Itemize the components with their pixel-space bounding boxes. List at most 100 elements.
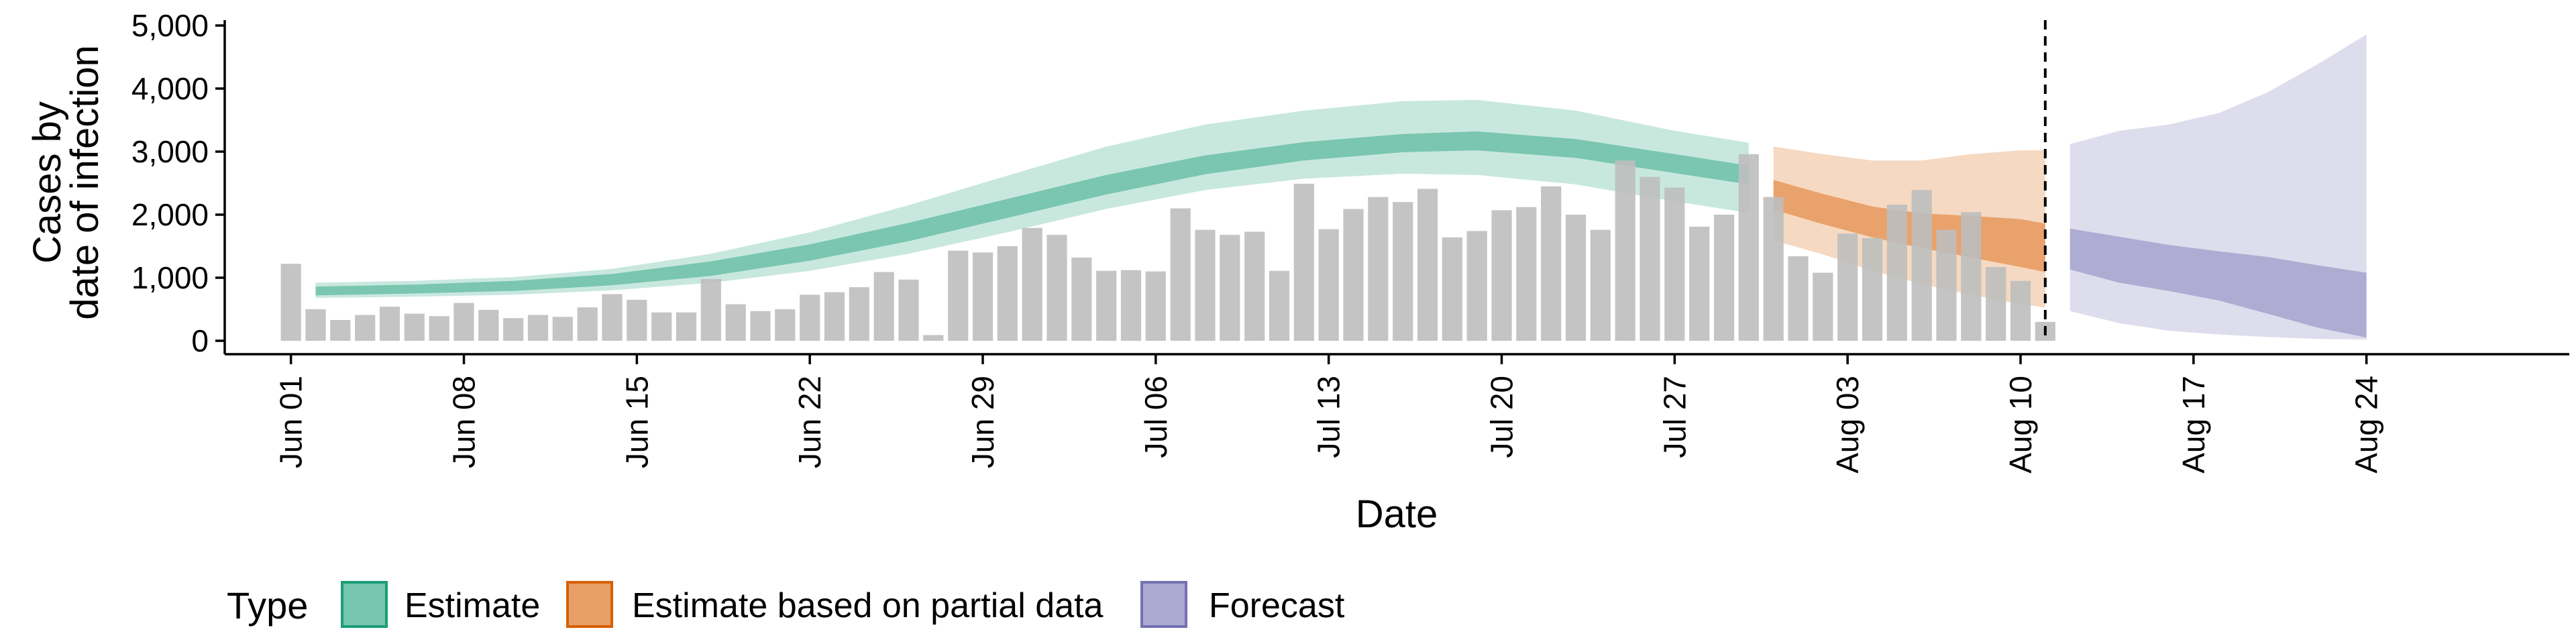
estimate-bands-layer (315, 34, 2367, 340)
x-axis-title: Date (1356, 492, 1438, 536)
bar-2020-06-06 (404, 313, 425, 341)
bar-2020-06-13 (577, 307, 598, 341)
x-tick-label: Jun 01 (274, 376, 309, 468)
legend-key-estimate-based-on-partial-data (566, 581, 613, 628)
x-tick-label: Jun 22 (792, 376, 827, 468)
bar-2020-07-10 (1244, 231, 1265, 341)
estimate-outer-band (315, 99, 1749, 299)
legend-key-forecast (1140, 581, 1187, 628)
bar-2020-07-26 (1640, 176, 1660, 341)
bar-2020-07-30 (1738, 154, 1759, 341)
forecast-outer-band (2070, 34, 2367, 340)
legend: Type Estimate Estimate based on partial da… (227, 581, 1345, 628)
bar-2020-07-25 (1615, 160, 1635, 341)
x-tick-label: Aug 24 (2349, 376, 2384, 474)
y-tick-label: 1,000 (131, 260, 209, 295)
bar-2020-07-27 (1664, 187, 1685, 341)
bar-2020-06-02 (305, 309, 326, 341)
bar-2020-06-25 (873, 272, 894, 341)
legend-label-estimate: Estimate (405, 586, 540, 625)
bar-2020-06-03 (330, 320, 351, 341)
bar-2020-06-08 (453, 303, 474, 341)
bar-2020-07-16 (1393, 202, 1413, 341)
bar-2020-06-15 (627, 299, 647, 341)
bar-2020-07-04 (1096, 270, 1117, 341)
bar-2020-06-12 (552, 317, 573, 341)
bar-2020-08-10 (2010, 280, 2031, 341)
x-tick-label: Aug 10 (2003, 376, 2038, 474)
x-tick-label: Jun 08 (447, 376, 482, 468)
reported-cases-bars-layer (280, 154, 2055, 341)
bar-2020-07-03 (1071, 257, 1092, 341)
x-tick-label: Aug 03 (1830, 376, 1865, 474)
bar-2020-07-06 (1145, 271, 1166, 341)
bar-2020-06-16 (651, 312, 672, 341)
estimate-inner-band (315, 131, 1749, 296)
x-tick-label: Jul 20 (1485, 376, 1519, 458)
y-tick-label: 3,000 (131, 134, 209, 169)
bar-2020-07-09 (1220, 235, 1240, 341)
bar-2020-07-12 (1293, 183, 1314, 341)
bar-2020-07-28 (1689, 226, 1710, 341)
axes-layer: 0 1,000 2,000 3,000 4,000 5,000 Jun 01 Jun 08 Ju… (131, 8, 2569, 474)
y-tick-label: 2,000 (131, 197, 209, 232)
bar-2020-06-23 (824, 292, 845, 341)
bar-2020-06-17 (676, 312, 697, 341)
bar-2020-07-18 (1442, 237, 1462, 341)
bar-2020-06-26 (898, 279, 919, 341)
bar-2020-06-29 (972, 252, 994, 341)
bar-2020-06-04 (355, 315, 376, 341)
bar-2020-06-09 (478, 309, 499, 341)
legend-label-estimate-based-on-partial-data: Estimate based on partial data (632, 586, 1104, 625)
bar-2020-06-19 (725, 304, 746, 341)
x-tick-label: Jul 06 (1138, 376, 1173, 458)
bar-2020-07-24 (1590, 229, 1611, 341)
y-tick-label: 5,000 (131, 8, 209, 43)
bar-2020-08-03 (1837, 233, 1858, 341)
bar-2020-07-15 (1368, 197, 1389, 341)
bar-2020-07-14 (1343, 209, 1364, 341)
bar-2020-07-02 (1046, 235, 1067, 341)
x-tick-label: Jun 29 (965, 376, 1000, 468)
bar-2020-07-05 (1120, 270, 1142, 341)
bar-2020-07-01 (1022, 227, 1042, 341)
bar-2020-07-21 (1516, 207, 1537, 341)
x-tick-label: Jul 13 (1311, 376, 1346, 458)
bar-2020-06-07 (429, 316, 449, 341)
bar-2020-06-20 (750, 311, 771, 341)
legend-key-estimate (341, 581, 388, 628)
bar-2020-07-07 (1170, 208, 1191, 341)
y-axis-title: Cases by date of infection (25, 45, 107, 320)
bar-2020-08-08 (1961, 212, 1982, 341)
bar-2020-08-01 (1788, 256, 1809, 341)
bar-2020-07-23 (1565, 215, 1587, 341)
bar-2020-06-18 (700, 278, 721, 341)
bar-2020-07-29 (1713, 215, 1735, 341)
bar-2020-07-11 (1269, 270, 1290, 341)
bar-2020-07-31 (1763, 197, 1784, 341)
bar-2020-06-24 (849, 287, 869, 341)
bar-2020-06-22 (800, 294, 820, 341)
bar-2020-08-04 (1862, 237, 1883, 341)
forecast-inner-band (2070, 228, 2367, 338)
bar-2020-07-08 (1195, 229, 1216, 341)
bar-2020-06-01 (280, 264, 301, 341)
bar-2020-07-22 (1541, 186, 1562, 341)
x-tick-label: Jun 15 (619, 376, 654, 468)
bar-2020-06-11 (527, 315, 549, 341)
legend-title: Type (227, 584, 308, 627)
bar-2020-07-20 (1491, 210, 1512, 341)
bar-2020-07-19 (1466, 231, 1487, 341)
bar-2020-08-06 (1911, 190, 1932, 341)
bar-2020-06-30 (997, 246, 1018, 341)
bar-2020-06-27 (923, 335, 944, 341)
bar-2020-08-07 (1936, 229, 1957, 341)
bar-2020-06-10 (503, 318, 524, 341)
y-axis-title-line-2: date of infection (63, 45, 107, 320)
bar-2020-08-09 (1986, 267, 2006, 341)
x-tick-label: Jul 27 (1657, 376, 1692, 458)
y-tick-label: 4,000 (131, 71, 209, 106)
y-axis-title-line-1: Cases by (25, 101, 69, 264)
bar-2020-06-14 (602, 294, 623, 341)
